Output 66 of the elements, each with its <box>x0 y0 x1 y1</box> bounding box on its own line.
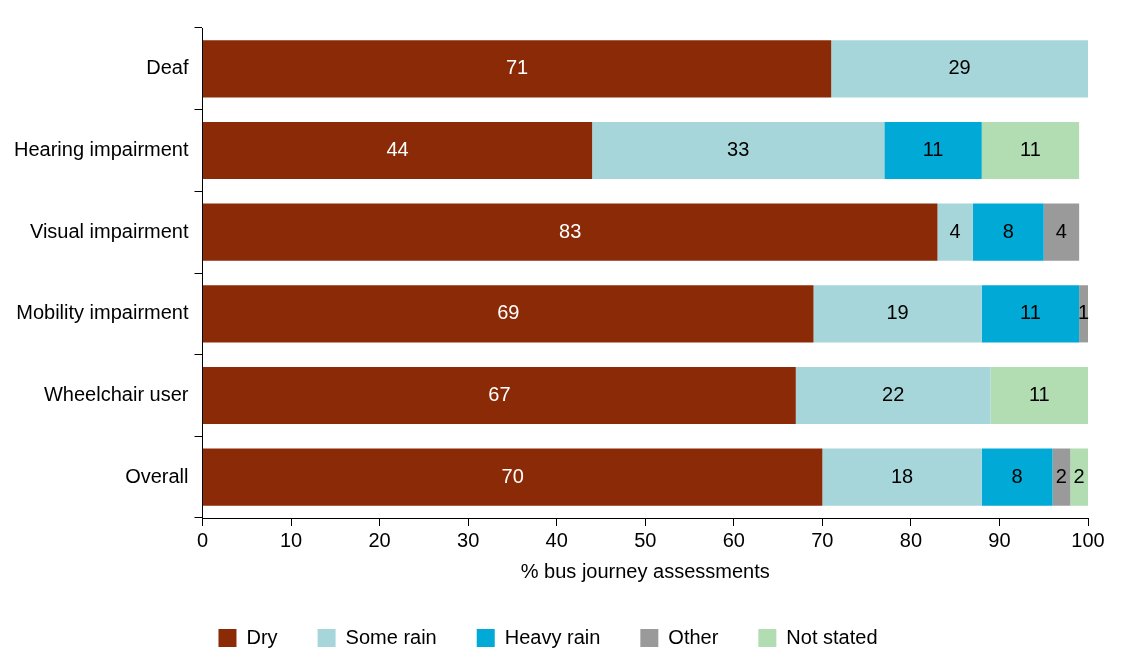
data-label: 8 <box>1011 464 1023 487</box>
y-tick-label: Hearing impairment <box>14 138 189 161</box>
data-label: 22 <box>882 383 905 406</box>
legend-label: Heavy rain <box>504 625 601 648</box>
y-tick-label: Mobility impairment <box>16 301 189 324</box>
bar <box>831 40 1088 98</box>
bar <box>1070 448 1088 506</box>
bar <box>1043 203 1080 261</box>
data-label: 4 <box>949 219 961 242</box>
bar <box>203 366 796 425</box>
data-label: 69 <box>497 301 520 324</box>
data-label: 29 <box>948 56 971 79</box>
data-label: 83 <box>559 219 582 242</box>
x-tick-label: 60 <box>722 528 745 551</box>
bar <box>795 366 991 425</box>
x-tick-label: 50 <box>634 528 657 551</box>
x-tick-label: 100 <box>1071 528 1105 551</box>
x-tick-label: 0 <box>196 528 209 551</box>
bar <box>203 285 814 343</box>
bar <box>981 121 1080 180</box>
bar <box>822 448 982 506</box>
data-label: 11 <box>1020 301 1041 324</box>
bar <box>990 366 1088 425</box>
x-axis-title: % bus journey assessments <box>520 559 770 582</box>
data-label: 70 <box>501 464 524 487</box>
data-label: 19 <box>886 301 909 324</box>
data-label: 44 <box>386 138 409 161</box>
data-label: 11 <box>1020 138 1041 161</box>
bar <box>884 121 982 180</box>
bar <box>981 285 1080 343</box>
bar <box>981 448 1053 506</box>
data-label: 11 <box>922 138 944 161</box>
legend-label: Other <box>668 625 719 648</box>
legend-label: Some rain <box>345 625 437 648</box>
data-label: 1 <box>1078 301 1090 324</box>
x-tick-label: 40 <box>545 528 568 551</box>
bar <box>203 40 832 98</box>
x-tick-label: 30 <box>457 528 480 551</box>
data-label: 2 <box>1055 464 1067 487</box>
bar <box>1079 285 1088 343</box>
bar <box>937 203 973 261</box>
bar <box>203 203 938 261</box>
y-tick-label: Overall <box>125 464 189 487</box>
data-label: 67 <box>488 383 511 406</box>
bar <box>203 121 593 180</box>
y-tick-label: Deaf <box>146 56 189 79</box>
data-label: 8 <box>1002 219 1014 242</box>
legend-label: Dry <box>246 625 278 648</box>
x-tick-label: 70 <box>811 528 834 551</box>
x-tick-label: 10 <box>279 528 303 551</box>
x-tick-label: 80 <box>899 528 923 551</box>
data-label: 33 <box>727 138 750 161</box>
bar <box>813 285 982 343</box>
y-tick-label: Wheelchair user <box>44 383 189 406</box>
x-tick-label: 20 <box>368 528 391 551</box>
bar <box>972 203 1044 261</box>
x-tick-label: 90 <box>988 528 1011 551</box>
y-tick-label: Visual impairment <box>29 219 189 242</box>
data-label: 71 <box>505 56 529 79</box>
legend-label: Not stated <box>786 625 878 648</box>
data-label: 2 <box>1073 464 1085 487</box>
bar <box>592 121 885 180</box>
data-label: 11 <box>1028 383 1050 406</box>
bar <box>203 448 823 506</box>
data-label: 18 <box>890 464 914 487</box>
data-label: 4 <box>1055 219 1067 242</box>
